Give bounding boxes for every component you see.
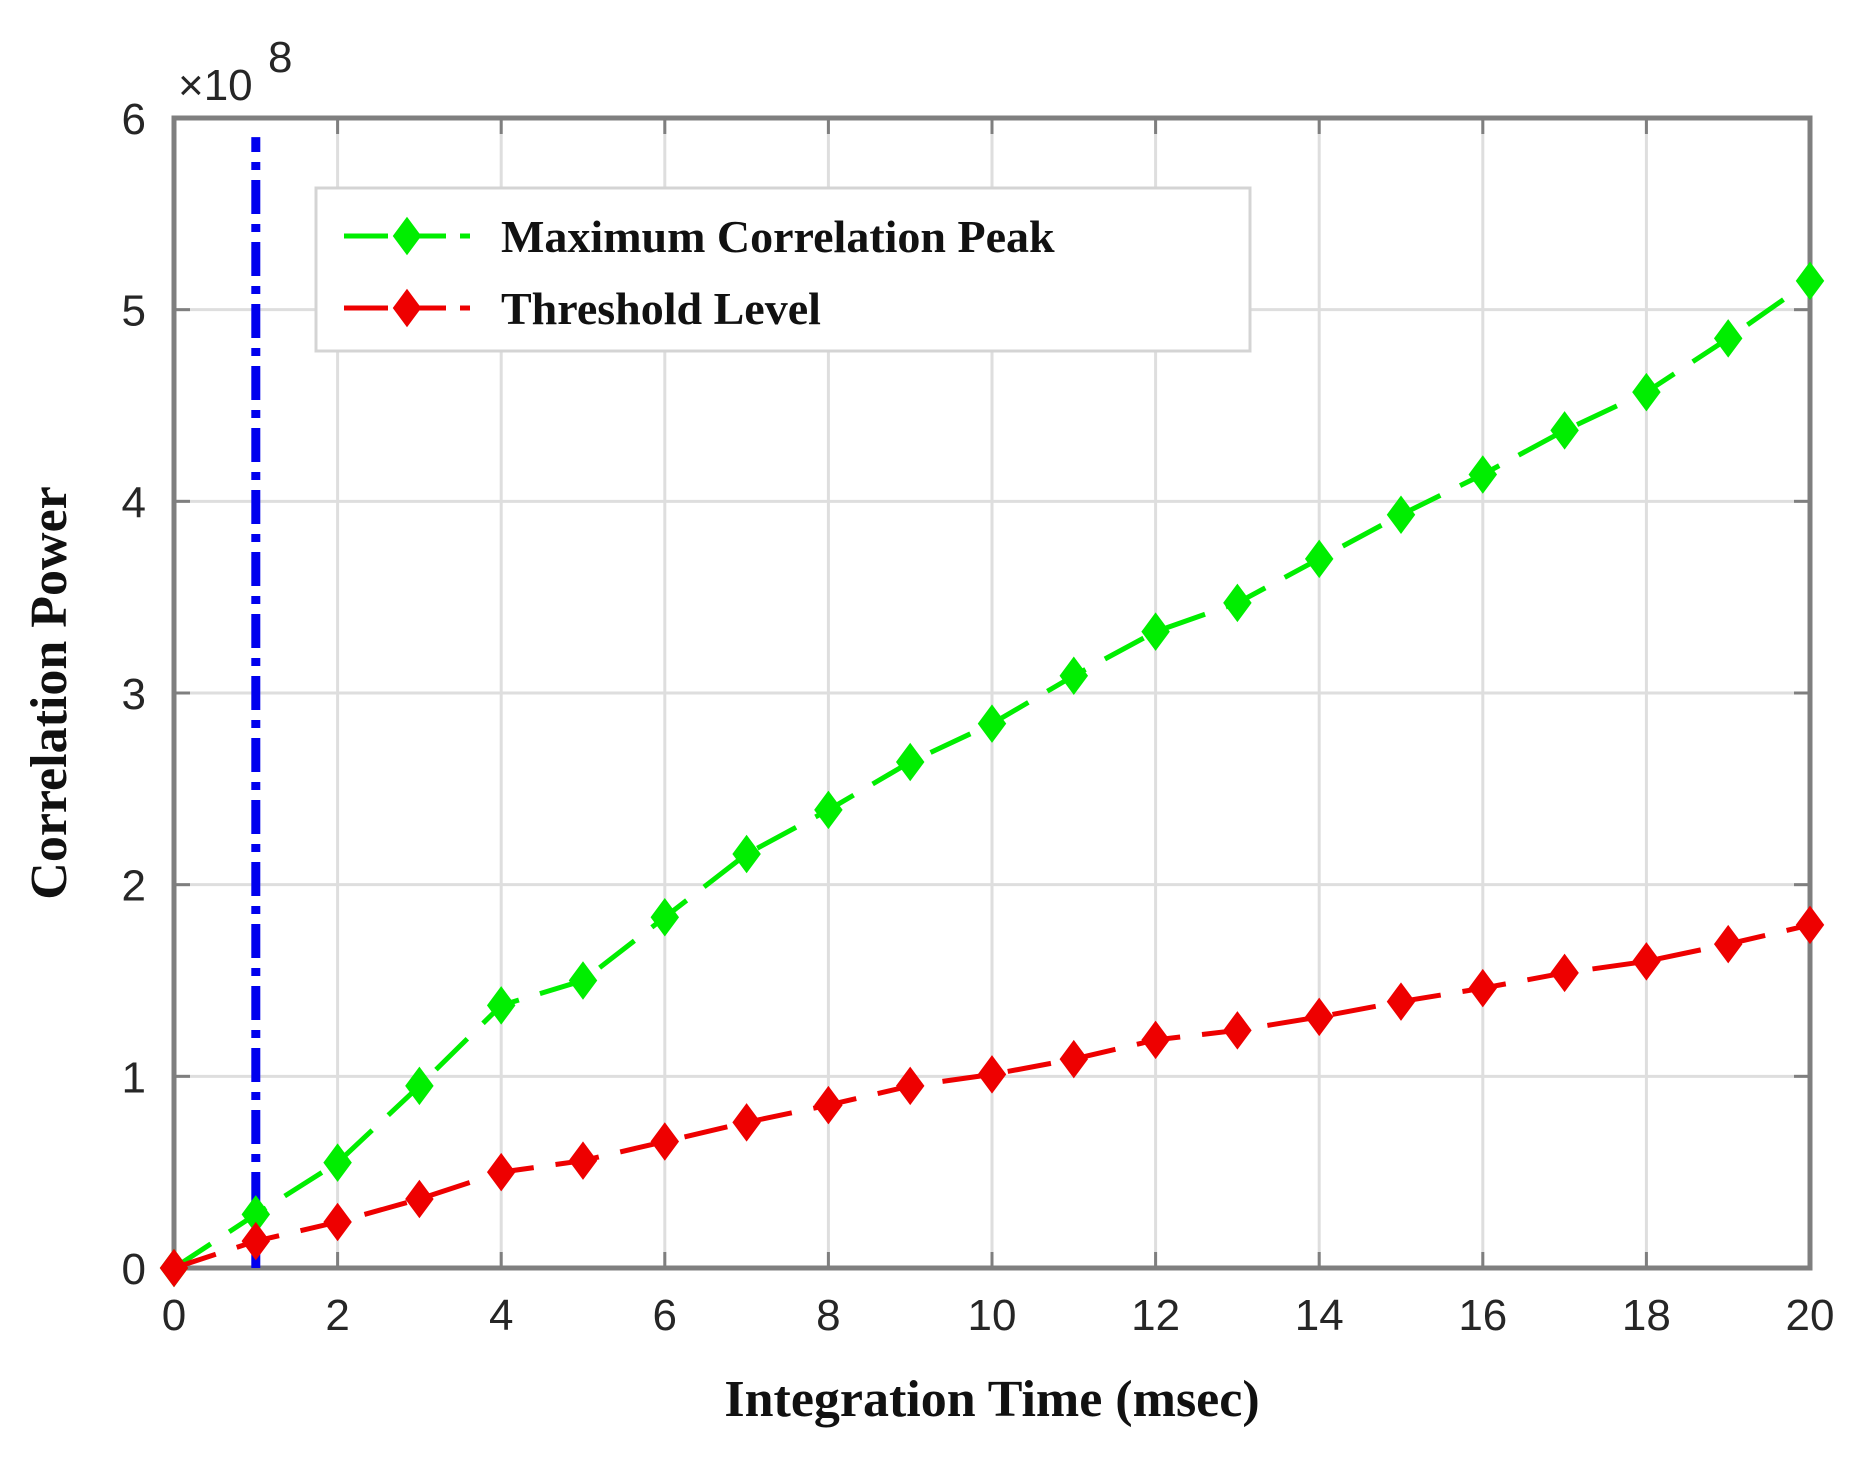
- x-tick-label-9: 18: [1622, 1291, 1671, 1340]
- x-axis-title: Integration Time (msec): [724, 1371, 1259, 1428]
- data-point-s0-16: [1468, 455, 1498, 494]
- x-tick-label-8: 16: [1458, 1291, 1507, 1340]
- x-tick-label-10: 20: [1786, 1291, 1835, 1340]
- y-exponent-power: 8: [268, 33, 292, 82]
- axis-ticks: [172, 116, 1812, 1270]
- data-point-s0-9: [895, 742, 925, 782]
- legend-label-maximum-correlation-peak: Maximum Correlation Peak: [501, 211, 1055, 262]
- series-0: [159, 261, 1825, 1288]
- data-point-s0-13: [1223, 583, 1252, 623]
- y-tick-label-5: 5: [122, 287, 146, 336]
- series-line-1: [173, 922, 1811, 1271]
- data-point-s1-10: [977, 1055, 1007, 1094]
- y-axis-title: Correlation Power: [21, 486, 78, 899]
- legend-marker-0: [392, 216, 422, 256]
- x-tick-label-3: 6: [653, 1291, 677, 1340]
- data-point-s1-12: [1141, 1020, 1170, 1060]
- data-point-s1-20: [1795, 905, 1825, 945]
- data-point-s0-17: [1550, 411, 1579, 450]
- data-point-s0-4: [486, 986, 516, 1025]
- x-tick-label-4: 8: [816, 1291, 840, 1340]
- y-tick-label-0: 0: [122, 1245, 146, 1294]
- legend-box: [314, 186, 1252, 353]
- data-point-s1-4: [486, 1152, 516, 1192]
- y-tick-label-6: 6: [122, 95, 146, 144]
- series: [159, 261, 1825, 1288]
- x-tick-label-7: 14: [1295, 1291, 1344, 1340]
- series-1: [159, 905, 1825, 1288]
- data-point-s1-7: [732, 1103, 761, 1142]
- x-tick-label-1: 2: [325, 1291, 349, 1340]
- data-point-s1-5: [568, 1141, 598, 1180]
- data-point-s0-14: [1304, 539, 1334, 579]
- data-point-s0-15: [1386, 495, 1416, 534]
- data-point-s0-18: [1632, 372, 1661, 412]
- data-point-s1-15: [1386, 982, 1416, 1021]
- data-point-s1-9: [895, 1066, 925, 1106]
- data-point-s0-12: [1141, 612, 1170, 651]
- data-point-s0-20: [1795, 261, 1825, 301]
- y-tick-label-1: 1: [122, 1053, 146, 1102]
- x-tick-label-0: 0: [162, 1291, 186, 1340]
- data-point-s1-11: [1059, 1039, 1089, 1079]
- data-point-s1-3: [405, 1179, 434, 1219]
- data-point-s0-5: [568, 961, 598, 1000]
- y-tick-label-4: 4: [122, 478, 146, 527]
- data-point-s1-16: [1468, 968, 1498, 1008]
- data-point-s0-19: [1713, 319, 1743, 358]
- data-point-s1-0: [159, 1248, 189, 1288]
- y-tick-label-3: 3: [122, 670, 146, 719]
- data-point-s0-7: [732, 834, 761, 874]
- data-point-s0-8: [814, 790, 843, 830]
- data-point-s1-1: [241, 1221, 271, 1261]
- legend-label-threshold-level: Threshold Level: [501, 283, 821, 334]
- x-tick-label-2: 4: [489, 1291, 513, 1340]
- data-point-s1-14: [1304, 997, 1334, 1037]
- data-point-s0-11: [1059, 656, 1089, 695]
- data-point-s1-19: [1713, 924, 1743, 964]
- data-point-s1-13: [1223, 1011, 1252, 1050]
- legend-marker-1: [392, 288, 422, 328]
- y-exponent-label: ×10: [178, 61, 253, 110]
- y-tick-label-2: 2: [122, 862, 146, 911]
- data-point-s0-10: [977, 704, 1007, 743]
- data-point-s1-17: [1550, 953, 1579, 993]
- data-point-s1-6: [650, 1122, 680, 1161]
- data-point-s1-8: [814, 1085, 843, 1125]
- x-tick-label-5: 10: [968, 1291, 1017, 1340]
- data-point-s0-3: [405, 1066, 434, 1106]
- x-tick-label-6: 12: [1131, 1291, 1180, 1340]
- legend: Maximum Correlation Peak Threshold Level: [314, 186, 1252, 353]
- data-point-s1-18: [1632, 942, 1661, 981]
- data-point-s0-6: [650, 898, 680, 937]
- data-point-s1-2: [323, 1202, 352, 1242]
- data-point-s0-2: [323, 1143, 352, 1182]
